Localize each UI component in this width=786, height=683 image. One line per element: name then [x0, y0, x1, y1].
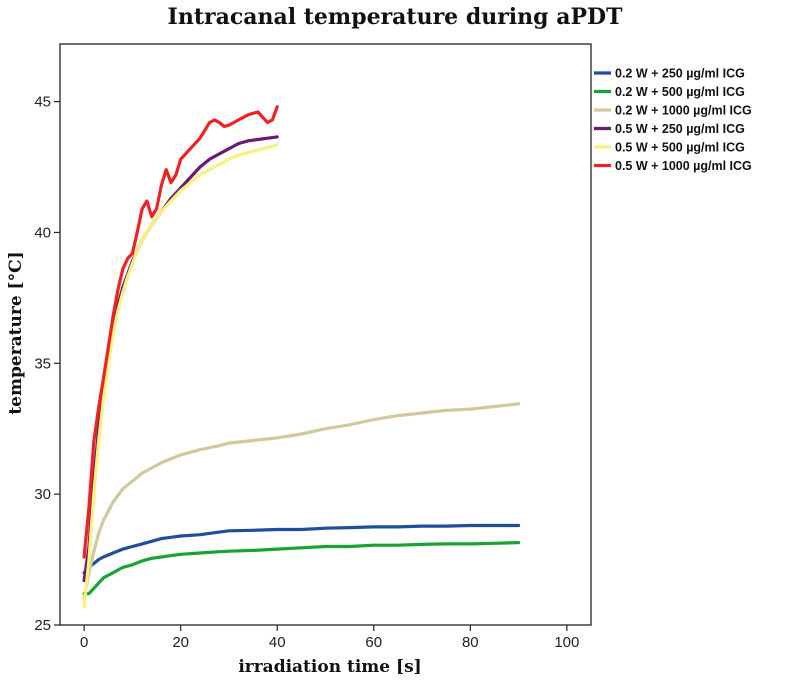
series-line-2 [82, 540, 521, 596]
y-axis-label: temperature [°C] [6, 251, 26, 414]
chart-legend[interactable]: 0.2 W + 250 µg/ml ICG 0.2 W + 500 µg/ml I… [594, 67, 752, 174]
legend-label: 0.2 W + 250 µg/ml ICG [615, 67, 745, 81]
y-tick-label: 40 [34, 224, 51, 241]
series-line-3 [82, 402, 521, 601]
legend-item[interactable]: 0.2 W + 500 µg/ml ICG [594, 85, 745, 99]
legend-label: 0.5 W + 1000 µg/ml ICG [615, 159, 752, 173]
legend-item[interactable]: 0.2 W + 250 µg/ml ICG [594, 67, 745, 81]
y-axis: 25 30 35 40 45 [34, 94, 60, 634]
plot-area-frame [59, 43, 592, 626]
x-tick-label: 20 [172, 634, 189, 651]
legend-label: 0.5 W + 500 µg/ml ICG [615, 141, 745, 155]
x-tick-label: 60 [365, 634, 382, 651]
series-lines [82, 105, 521, 609]
legend-item[interactable]: 0.2 W + 1000 µg/ml ICG [594, 104, 752, 118]
x-axis: 0 20 40 60 80 100 [80, 625, 579, 651]
legend-item[interactable]: 0.5 W + 1000 µg/ml ICG [594, 159, 752, 173]
series-line-4 [82, 135, 279, 583]
x-tick-label: 40 [269, 634, 286, 651]
series-line-6 [82, 105, 279, 559]
x-tick-label: 0 [80, 634, 88, 651]
y-tick-label: 30 [34, 486, 51, 503]
legend-label: 0.2 W + 1000 µg/ml ICG [615, 104, 752, 118]
y-tick-label: 25 [34, 617, 51, 634]
series-line-5 [82, 143, 279, 609]
x-tick-label: 100 [554, 634, 579, 651]
legend-label: 0.5 W + 250 µg/ml ICG [615, 122, 745, 136]
y-tick-label: 35 [34, 355, 51, 372]
y-tick-label: 45 [34, 94, 51, 111]
series-line-1 [82, 523, 521, 575]
legend-item[interactable]: 0.5 W + 250 µg/ml ICG [594, 122, 745, 136]
legend-label: 0.2 W + 500 µg/ml ICG [615, 85, 745, 99]
x-axis-label: irradiation time [s] [238, 657, 421, 677]
chart-title: Intracanal temperature during aPDT [168, 4, 624, 30]
legend-item[interactable]: 0.5 W + 500 µg/ml ICG [594, 141, 745, 155]
x-tick-label: 80 [462, 634, 479, 651]
